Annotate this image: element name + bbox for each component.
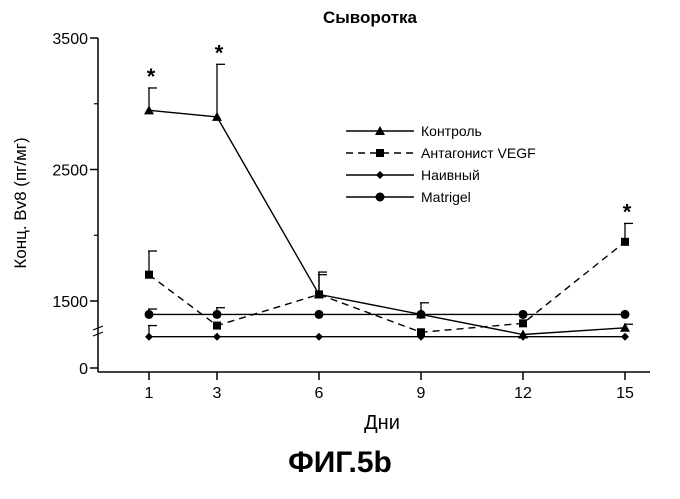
data-point-square [213, 321, 221, 330]
x-tick-label: 3 [213, 385, 222, 402]
data-point-diamond [621, 332, 629, 341]
significance-asterisk: * [215, 40, 224, 65]
data-point-circle [518, 309, 528, 319]
data-point-square [621, 237, 629, 246]
data-point-square [519, 319, 527, 328]
significance-asterisk: * [623, 199, 632, 224]
data-point-diamond [417, 332, 425, 341]
axis-break-mark [92, 325, 104, 331]
legend-marker-square [376, 149, 384, 157]
legend-label: Антагонист VEGF [421, 145, 536, 161]
data-point-diamond [315, 332, 323, 341]
data-point-circle [416, 309, 426, 319]
data-point-triangle [144, 105, 154, 115]
data-point-square [145, 270, 153, 279]
data-point-circle [144, 309, 154, 319]
data-point-square [417, 328, 425, 337]
y-tick-label: 1500 [52, 294, 88, 311]
series-line-square [148, 241, 626, 333]
legend-marker-circle [375, 192, 385, 202]
data-point-diamond [145, 332, 153, 341]
x-tick-label: 9 [417, 385, 426, 402]
chart-axes: 0 1500 2500 3500 1 3 6 9 12 15 [52, 31, 650, 402]
data-point-circle [212, 309, 222, 319]
legend-marker-diamond [376, 171, 384, 179]
x-axis-label: Дни [364, 412, 400, 434]
chart-marks: * * * [144, 40, 633, 341]
data-point-triangle [212, 111, 222, 121]
chart: Сыворотка 0 1500 2500 3500 1 3 6 9 12 15 * * * Конт… [11, 8, 650, 434]
data-point-diamond [519, 332, 527, 341]
legend-label: Matrigel [421, 189, 471, 205]
y-tick-label: 3500 [52, 31, 88, 48]
x-tick-label: 1 [145, 385, 154, 402]
data-point-triangle [620, 322, 630, 332]
y-tick-label: 0 [79, 361, 88, 378]
legend-marker-triangle [375, 126, 385, 135]
x-tick-label: 15 [616, 385, 634, 402]
data-point-square [315, 290, 323, 299]
series-line-triangle [148, 109, 626, 336]
data-point-circle [314, 309, 324, 319]
chart-legend: Контроль Антагонист VEGF Наивный Matrigel [346, 123, 536, 205]
data-point-diamond [213, 332, 221, 341]
y-axis-label: Конц. Bv8 (пг/мг) [11, 137, 30, 268]
y-tick-label: 2500 [52, 163, 88, 180]
figure-label: ФИГ.5b [288, 446, 392, 479]
data-point-circle [620, 309, 630, 319]
legend-label: Контроль [421, 123, 482, 139]
axis-break-mark [92, 331, 104, 337]
legend-label: Наивный [421, 167, 480, 183]
chart-title: Сыворотка [323, 8, 418, 27]
x-tick-label: 6 [315, 385, 324, 402]
x-tick-label: 12 [514, 385, 532, 402]
significance-asterisk: * [147, 64, 156, 89]
